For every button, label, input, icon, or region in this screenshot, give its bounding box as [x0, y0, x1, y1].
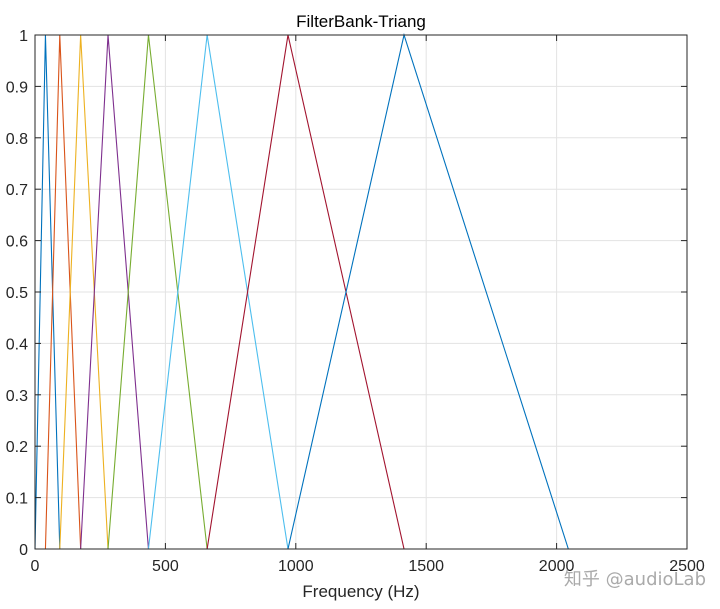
x-axis-label: Frequency (Hz): [302, 582, 419, 601]
y-tick-label: 0.5: [6, 285, 28, 302]
y-tick-label: 0.8: [6, 131, 28, 148]
watermark-text: 知乎 @audioLab: [564, 569, 706, 590]
x-tick-label: 0: [31, 558, 40, 575]
y-tick-label: 0.1: [6, 491, 28, 508]
ticks: [34, 34, 688, 550]
x-tick-label: 2000: [539, 558, 575, 575]
y-tick-label: 0.4: [6, 336, 28, 353]
chart-title: FilterBank-Triang: [296, 12, 426, 31]
x-tick-label: 2500: [669, 558, 705, 575]
y-tick-label: 0: [19, 542, 28, 559]
x-tick-label: 1000: [278, 558, 314, 575]
y-tick-label: 1: [19, 28, 28, 45]
tick-labels: 0 500 1000 1500 2000 2500 0 0.1 0.2 0.3 0.4 0.5 0.6 0…: [6, 28, 705, 575]
y-tick-label: 0.2: [6, 439, 28, 456]
y-tick-label: 0.9: [6, 79, 28, 96]
y-tick-label: 0.6: [6, 234, 28, 251]
y-tick-label: 0.7: [6, 182, 28, 199]
x-tick-label: 500: [152, 558, 179, 575]
x-tick-label: 1500: [408, 558, 444, 575]
y-tick-label: 0.3: [6, 388, 28, 405]
